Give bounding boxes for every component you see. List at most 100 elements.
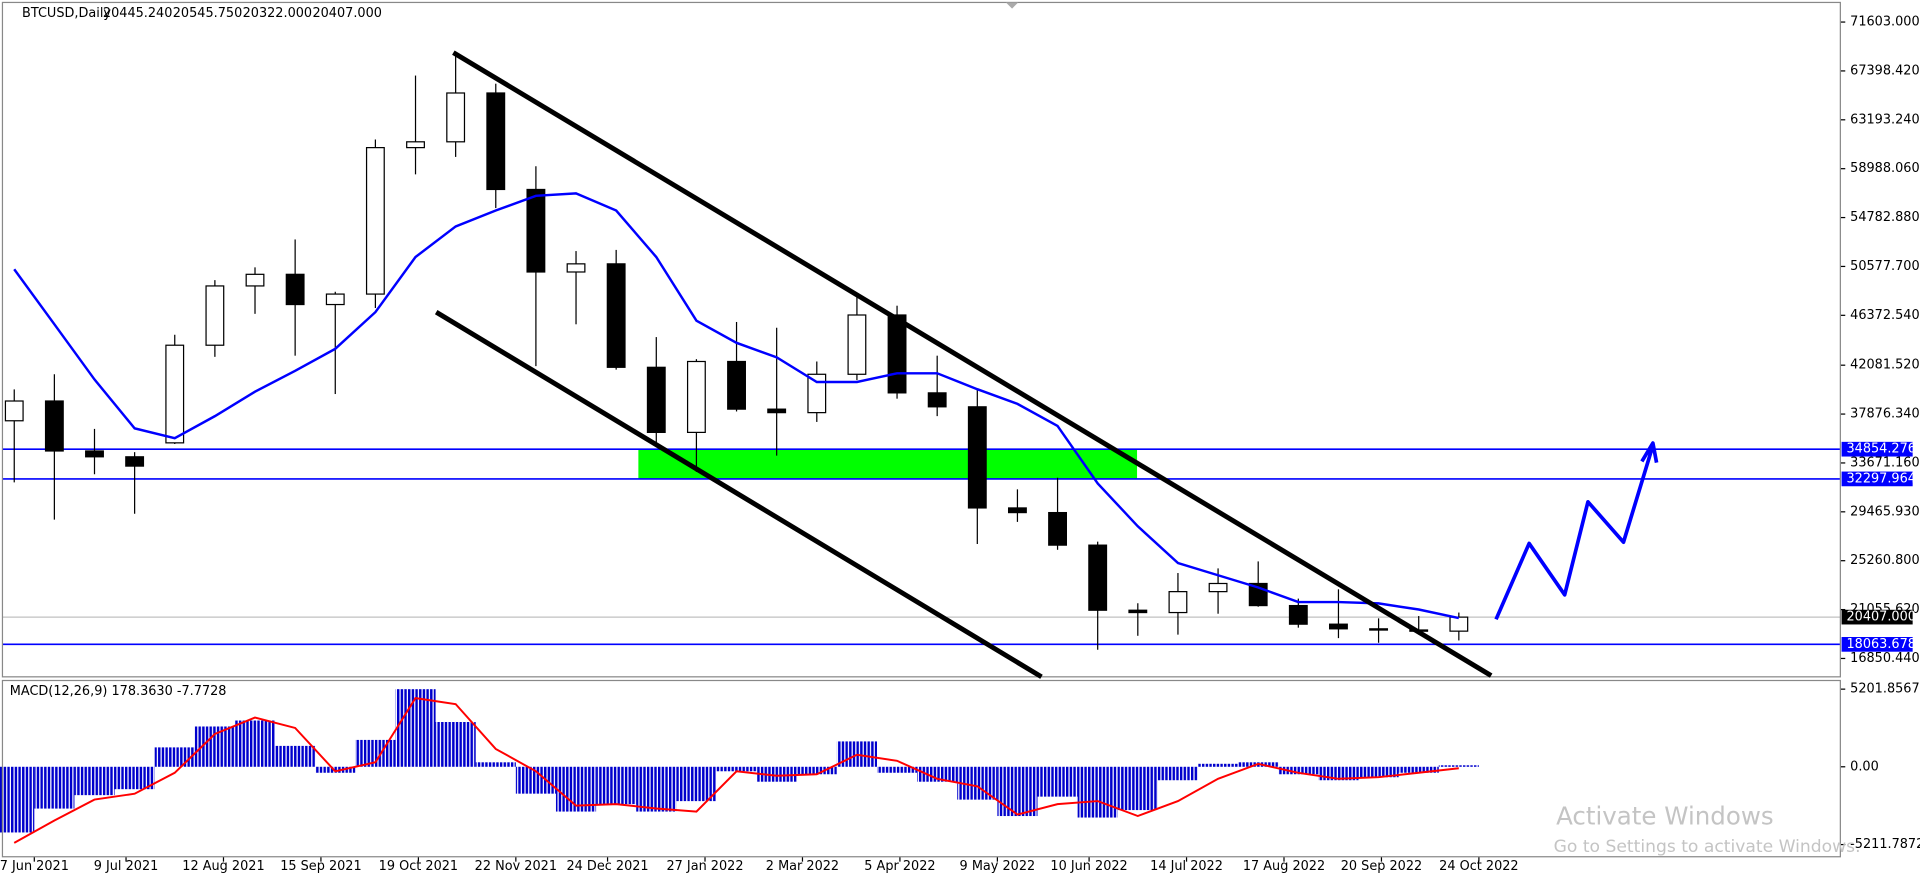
x-tick-label: 12 Aug 2021	[182, 859, 264, 874]
candle-body	[606, 263, 626, 368]
candle-body	[566, 263, 586, 273]
header-close: 20407.000	[312, 6, 382, 21]
y-tick-label: 58988.060	[1850, 161, 1920, 176]
y-tick-label: 46372.540	[1850, 308, 1920, 323]
y-tick-label: 37876.340	[1850, 407, 1920, 422]
macd-bar	[1438, 765, 1479, 767]
macd-bar	[0, 766, 35, 833]
candle-body	[245, 273, 265, 287]
price-panel-border	[1, 1, 1841, 678]
candle-body	[44, 400, 64, 452]
candle-body	[1007, 507, 1027, 514]
level-tag-bg	[1841, 637, 1913, 652]
channel-lower	[434, 310, 1043, 679]
x-tick-label: 22 Nov 2021	[475, 859, 557, 874]
candle-body	[1288, 604, 1308, 625]
symbol-title: BTCUSD,Daily	[22, 6, 111, 21]
candle-body	[406, 141, 425, 149]
zone-layer	[638, 449, 1138, 479]
macd-bar	[34, 766, 75, 809]
macd-bar	[997, 766, 1038, 817]
y-tick-label: 25260.800	[1850, 553, 1920, 568]
candle-body	[1369, 628, 1389, 631]
watermark-subtitle: Go to Settings to activate Windows.	[1554, 837, 1861, 857]
candle-body	[1048, 511, 1068, 546]
level-tag: 18063.678	[1846, 637, 1916, 652]
candle-body	[887, 314, 907, 394]
x-tick-label: 9 May 2022	[960, 859, 1036, 874]
macd-signal	[13, 697, 1459, 844]
candle-body	[646, 366, 666, 434]
channel-upper	[452, 50, 1493, 678]
plot: 71603.000 67398.420 63193.240 58988.060 5478…	[0, 15, 1920, 874]
macd-title: MACD(12,26,9) 178.3630 -7.7728	[10, 684, 227, 699]
y-tick-label: 67398.420	[1850, 63, 1920, 78]
macd-bar	[74, 766, 115, 796]
macd-tick-label: 5201.8567	[1850, 682, 1920, 697]
macd-bar	[395, 689, 436, 767]
macd-bar	[876, 766, 918, 773]
macd-bar	[636, 766, 677, 812]
x-tick-label: 7 Jun 2021	[0, 859, 69, 874]
y-tick-label: 50577.700	[1850, 259, 1920, 274]
moving-average	[13, 192, 1460, 620]
x-tick-label: 2 Mar 2022	[766, 859, 839, 874]
y-tick-label: 33671.160	[1850, 455, 1920, 470]
level-tag-bg	[1841, 471, 1913, 487]
macd-bar	[475, 762, 516, 767]
x-tick-label: 24 Dec 2021	[567, 859, 649, 874]
candle-body	[205, 285, 225, 346]
level-tag: 34854.276	[1846, 442, 1916, 457]
supply-zone	[638, 449, 1138, 479]
y-tick-label: 71603.000	[1850, 15, 1920, 30]
x-tick-label: 15 Sep 2021	[280, 859, 361, 874]
macd-bar	[154, 747, 195, 767]
level-tag: 32297.964	[1846, 471, 1916, 486]
macd-bar	[435, 722, 476, 767]
macd-bar	[1398, 766, 1439, 773]
candle-body	[1208, 582, 1228, 593]
candle-body	[285, 273, 305, 306]
macd-bar	[1117, 766, 1158, 811]
candle-body	[526, 188, 546, 273]
y-tick-label: 29465.930	[1850, 504, 1920, 519]
x-tick-label: 27 Jan 2022	[666, 859, 743, 874]
macd-bar	[275, 745, 316, 767]
candle-body	[927, 392, 947, 408]
candle-body	[686, 360, 706, 434]
candle-body	[767, 408, 787, 414]
watermark-title: Activate Windows	[1556, 802, 1774, 831]
macd-tick-label: 0.00	[1850, 759, 1879, 774]
candle-body	[325, 293, 345, 306]
current-price-tag-bg	[1841, 609, 1913, 625]
candle-body	[85, 450, 104, 458]
x-tick-label: 20 Sep 2022	[1341, 859, 1422, 874]
candle-body	[1088, 544, 1108, 611]
macd-bar	[1358, 766, 1399, 778]
macd-bar	[1157, 766, 1199, 781]
macd-bar	[114, 766, 155, 790]
candle-body	[807, 373, 827, 414]
macd-tick-label: -5211.7872	[1850, 837, 1920, 852]
macd-bar	[716, 766, 757, 772]
current-price-tag: 20407.000	[1846, 610, 1916, 625]
macd-bar	[1278, 766, 1319, 775]
candle-body	[4, 400, 24, 422]
candle-body	[847, 314, 867, 375]
candle-body	[365, 147, 385, 295]
macd-bar	[756, 766, 797, 782]
candle-body	[1449, 616, 1469, 632]
x-tick-label: 17 Aug 2022	[1243, 859, 1325, 874]
candle-body	[727, 360, 746, 410]
macd-bar	[1077, 766, 1118, 818]
macd-bar	[796, 766, 837, 775]
y-tick-label: 16850.440	[1850, 651, 1920, 666]
candle-body	[1329, 623, 1348, 630]
macd-bar	[1037, 766, 1078, 797]
x-tick-label: 10 Jun 2022	[1050, 859, 1127, 874]
x-tick-label: 19 Oct 2021	[379, 859, 458, 874]
candle-body	[125, 456, 145, 467]
macd-bar	[234, 720, 276, 767]
